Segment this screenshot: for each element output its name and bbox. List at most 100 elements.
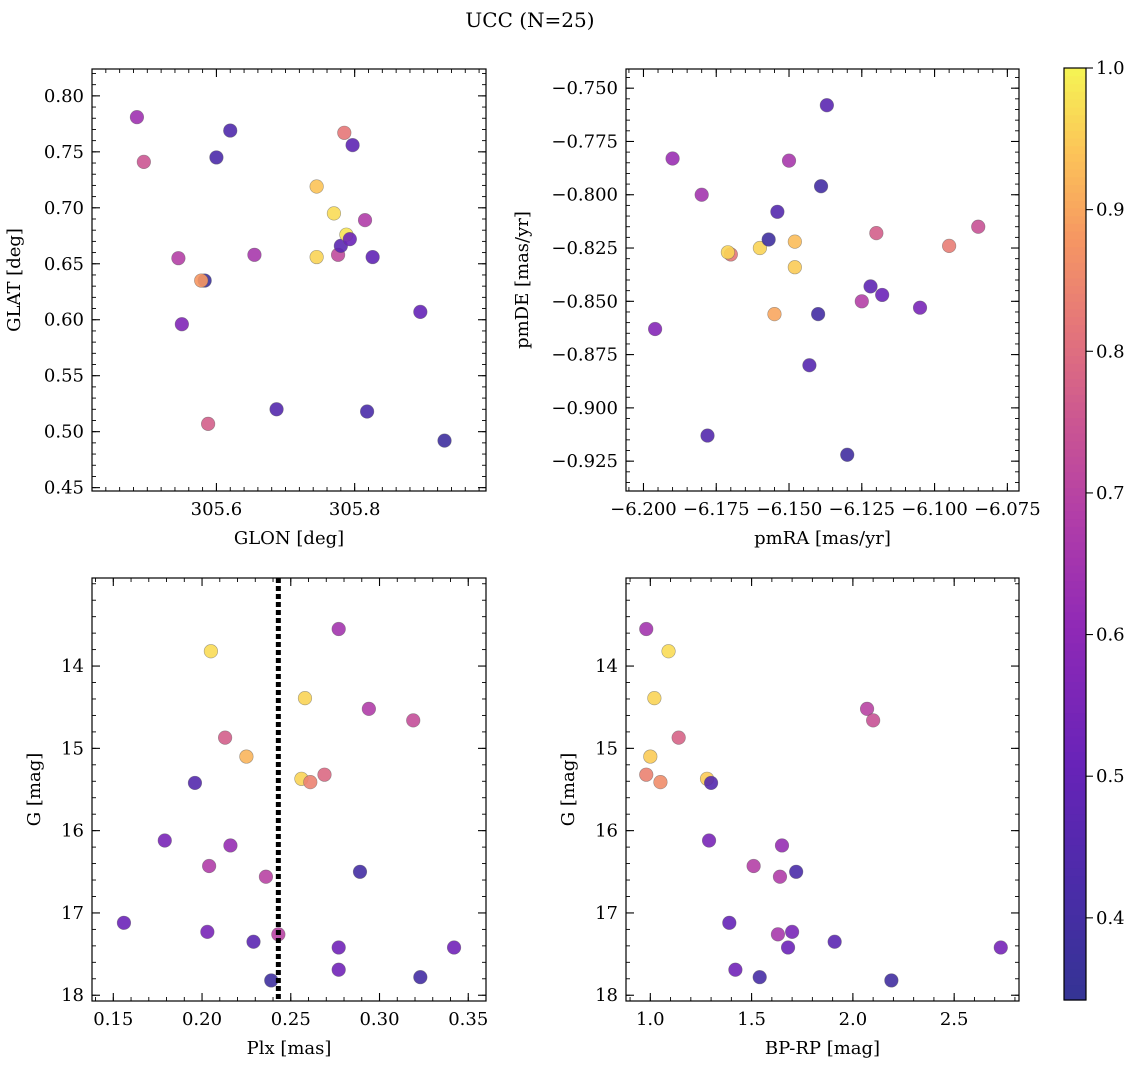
data-point [752,970,767,985]
y-axis-label: pmDE [mas/yr] [512,211,533,349]
data-point [884,973,899,988]
y-tick-label: 17 [595,903,618,924]
data-point [746,858,761,874]
plot-frame [91,577,487,1002]
data-point [811,307,826,322]
data-point [701,833,717,848]
data-point [700,428,715,443]
x-axis-label: GLON [deg] [234,528,344,549]
y-tick-label: 0.80 [44,86,84,107]
y-tick-label: 14 [61,656,84,677]
x-tick-label: −6.200 [610,499,677,520]
data-point [223,123,238,138]
data-point [772,869,788,884]
data-point [875,287,890,303]
x-tick-label: −6.100 [901,499,968,520]
x-tick-label: −6.075 [974,499,1041,520]
panel-pmra-pmde: −6.200 −6.175 −6.150 −6.125 −6.100 −6.075 −0.9… [512,68,1041,549]
data-point [671,730,686,745]
panel-plx-g: 0.15 0.20 0.25 0.30 0.35 14 15 16 17 18 Plx [mas] G… [24,577,488,1059]
data-point [337,125,352,140]
x-axis-label: Plx [mas] [247,1038,332,1059]
data-point [309,179,324,194]
x-axis-label: BP-RP [mag] [765,1038,880,1059]
data-point [202,858,217,874]
data-point [247,247,262,262]
x-tick-label: 1.0 [636,1009,665,1030]
data-point [345,138,360,153]
y-tick-label: −0.925 [551,451,618,472]
data-point [194,273,209,288]
data-point [239,749,254,764]
data-point [854,294,869,309]
y-tick-label: 0.55 [44,366,84,387]
colorbar-tick-label: 0.5 [1096,766,1125,787]
data-point [269,402,284,417]
data-point [869,226,884,241]
y-tick-label: −0.850 [551,291,618,312]
x-tick-label: 1.5 [737,1009,766,1030]
x-tick-label: 305.8 [329,499,381,520]
data-point [789,864,804,879]
data-point [780,940,796,955]
x-tick-label: 0.15 [93,1009,133,1030]
plot-frame [91,68,487,492]
figure-title: UCC (N=25) [465,8,594,32]
data-point [203,644,219,659]
data-point [352,864,368,879]
data-point [912,300,928,315]
data-point [116,915,132,930]
data-point [752,240,768,256]
data-point [770,927,786,942]
data-point [639,767,654,782]
data-point [342,232,357,247]
data-point [722,915,737,930]
y-tick-label: 0.65 [44,254,84,275]
y-tick-label: 14 [595,656,618,677]
x-tick-label: 305.6 [191,499,243,520]
data-point [643,749,658,764]
y-axis-label: G [mag] [24,753,45,826]
data-point [209,150,224,165]
data-point [361,701,376,716]
y-tick-label: −0.775 [551,131,618,152]
x-tick-label: 0.35 [448,1009,488,1030]
data-point [993,940,1008,955]
data-point [774,838,790,853]
data-point [223,838,238,853]
x-tick-label: 0.25 [271,1009,311,1030]
data-point [303,774,318,790]
data-point [767,307,782,322]
data-point [639,621,654,637]
data-point [770,204,785,219]
data-point [785,924,800,939]
data-point [317,767,332,782]
y-tick-label: 0.50 [44,422,84,443]
y-tick-label: −0.750 [551,78,618,99]
axis-ticks [626,69,1019,491]
colorbar: 0.4 0.5 0.6 0.7 0.8 0.9 1.0 [1063,58,1125,1001]
axis-ticks [92,578,487,1001]
data-point [331,621,346,637]
data-point [446,940,462,955]
y-tick-label: 0.45 [44,478,84,499]
data-point [840,447,855,462]
data-point [827,934,842,949]
data-point [246,934,261,949]
data-point [728,962,743,977]
data-point [157,833,172,848]
y-tick-label: 18 [61,985,84,1006]
data-point [187,775,203,791]
data-point [218,730,233,745]
axis-ticks [91,69,486,491]
data-point [437,433,452,448]
data-point [129,110,145,125]
y-tick-label: −0.800 [551,185,618,206]
y-tick-label: 0.60 [44,310,84,331]
data-point [781,153,797,168]
data-point [331,940,346,955]
data-point [802,358,817,373]
data-point [360,404,375,419]
x-tick-label: 0.30 [359,1009,399,1030]
y-tick-label: −0.900 [551,398,618,419]
